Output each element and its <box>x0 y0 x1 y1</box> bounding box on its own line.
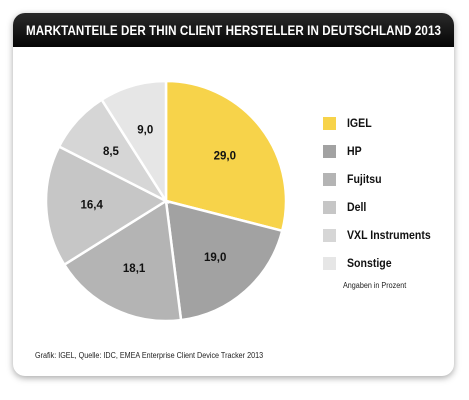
legend-label-igel: IGEL <box>347 116 372 130</box>
slice-label-sonstige: 9,0 <box>137 125 153 137</box>
legend-item-dell: Dell <box>323 200 369 214</box>
legend-swatch-fujitsu <box>323 172 336 186</box>
pie-slice-fujitsu <box>62 198 183 323</box>
legend-item-hp: HP <box>323 144 364 158</box>
units-note: Angaben in Prozent <box>343 281 407 290</box>
legend-item-igel: IGEL <box>323 116 375 130</box>
slice-label-hp: 19,0 <box>204 252 226 264</box>
legend-item-fujitsu: Fujitsu <box>323 172 386 186</box>
slice-label-vxl-instruments: 8,5 <box>103 146 120 158</box>
legend-swatch-hp <box>323 144 336 158</box>
chart-card: MARKTANTEILE DER THIN CLIENT HERSTELLER … <box>13 13 454 376</box>
pie-slice-dell <box>44 144 169 267</box>
legend-item-sonstige: Sonstige <box>323 256 398 270</box>
pie-slice-hp <box>164 199 284 322</box>
legend-item-vxl-instruments: VXL Instruments <box>323 228 442 242</box>
legend-label-hp: HP <box>347 144 362 158</box>
pie-slice-igel <box>164 79 288 233</box>
source-note: Grafik: IGEL, Quelle: IDC, EMEA Enterpri… <box>35 351 264 360</box>
legend-swatch-vxl-instruments <box>323 228 336 242</box>
pie-chart: 29,0 19,0 18,1 16,4 8,5 9,0 <box>44 79 288 323</box>
chart-title: MARKTANTEILE DER THIN CLIENT HERSTELLER … <box>26 13 441 47</box>
legend-label-dell: Dell <box>347 200 367 214</box>
slice-label-dell: 16,4 <box>80 199 103 211</box>
legend-label-sonstige: Sonstige <box>347 256 392 270</box>
legend-swatch-sonstige <box>323 256 336 270</box>
legend-label-vxl-instruments: VXL Instruments <box>347 228 431 242</box>
slice-label-fujitsu: 18,1 <box>123 263 146 275</box>
legend-label-fujitsu: Fujitsu <box>347 172 382 186</box>
pie-slice-sonstige <box>99 79 168 206</box>
legend-swatch-dell <box>323 200 336 214</box>
legend-swatch-igel <box>323 116 336 130</box>
slice-label-igel: 29,0 <box>214 150 236 162</box>
